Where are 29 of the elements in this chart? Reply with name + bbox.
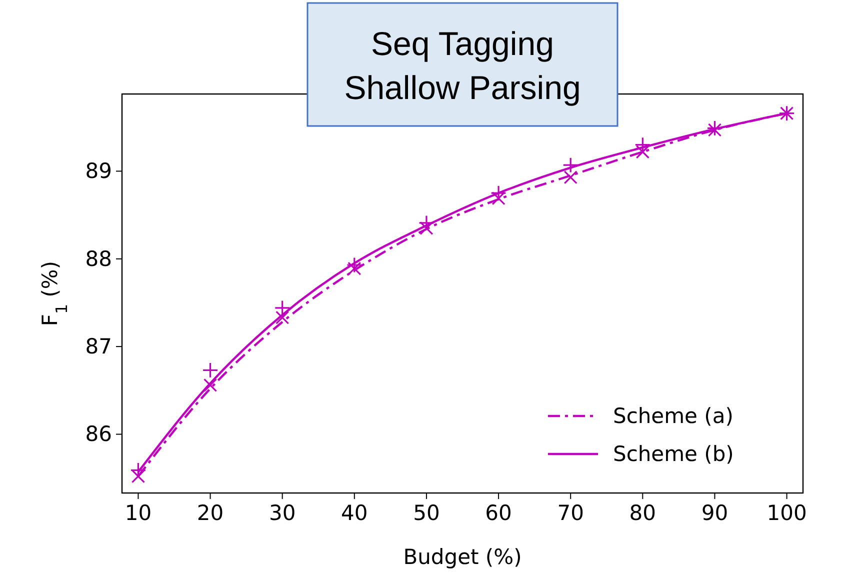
point [562, 157, 579, 174]
x-tick-label: 10 [124, 501, 152, 525]
x-tick-label: 100 [766, 501, 807, 525]
x-tick-label: 50 [413, 501, 440, 525]
x-tick-label: 90 [701, 501, 728, 525]
x-tick-label: 40 [341, 501, 368, 525]
x-tick-label: 20 [196, 501, 224, 525]
y-tick-label: 87 [85, 334, 112, 359]
y-tick-label: 86 [85, 422, 112, 446]
point [346, 257, 362, 273]
point [418, 214, 434, 231]
x-tick-label: 30 [268, 501, 296, 525]
legend-label: Scheme (a) [613, 404, 734, 428]
point [203, 378, 218, 392]
point [276, 310, 290, 324]
point [564, 170, 578, 184]
point [708, 123, 722, 137]
x-axis-title: Budget (%) [403, 545, 522, 569]
x-tick-label: 60 [485, 501, 512, 525]
point [274, 300, 290, 316]
point [490, 185, 507, 202]
point [202, 362, 218, 378]
x-tick-label: 80 [629, 501, 656, 525]
x-tick-label: 70 [557, 501, 584, 525]
y-tick-label: 89 [85, 159, 112, 184]
legend-label: Scheme (b) [613, 442, 734, 466]
point [706, 120, 723, 136]
chart-title: Seq Tagging Shallow Parsing [344, 25, 581, 106]
y-tick-label: 88 [85, 246, 112, 271]
